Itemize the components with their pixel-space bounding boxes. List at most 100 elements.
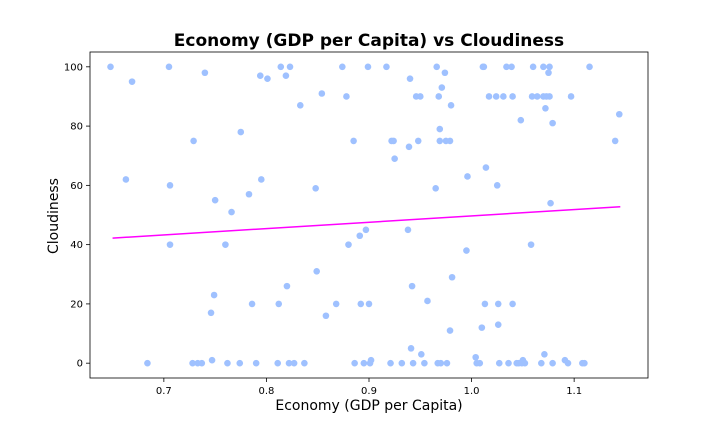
- y-tick-label: 20: [70, 299, 83, 310]
- data-point: [528, 93, 536, 100]
- data-point: [356, 232, 364, 240]
- data-point: [436, 125, 444, 133]
- x-tick-label: 1.0: [464, 386, 480, 397]
- data-point: [301, 359, 308, 367]
- data-point: [492, 93, 500, 100]
- data-point: [296, 102, 304, 109]
- data-point: [290, 359, 298, 367]
- data-point: [437, 359, 445, 367]
- data-point: [447, 102, 455, 109]
- data-point: [472, 353, 479, 361]
- data-point: [432, 185, 439, 192]
- data-point: [312, 185, 319, 192]
- data-point: [542, 105, 549, 112]
- data-point: [360, 359, 368, 367]
- data-point: [405, 143, 413, 151]
- data-point: [446, 137, 454, 145]
- x-tick-label: 0.7: [156, 386, 172, 397]
- data-point: [357, 300, 365, 308]
- data-point: [345, 241, 352, 248]
- data-point: [387, 359, 394, 367]
- data-point: [122, 176, 130, 183]
- x-axis: 0.7 0.8 0.9 1.0 1.1: [156, 378, 582, 397]
- data-point: [343, 93, 350, 100]
- data-point: [521, 359, 529, 367]
- data-point: [406, 75, 414, 82]
- regression-line: [112, 205, 621, 239]
- data-point: [275, 300, 283, 308]
- data-point: [436, 137, 444, 145]
- data-point: [283, 282, 291, 290]
- data-point: [493, 182, 501, 189]
- data-point: [545, 69, 552, 77]
- data-point: [362, 226, 370, 234]
- data-point: [517, 116, 525, 124]
- regression-layer: [112, 205, 621, 239]
- x-tick-label: 1.1: [566, 386, 582, 397]
- data-point: [409, 359, 417, 367]
- data-point: [503, 63, 510, 71]
- data-point: [339, 63, 346, 71]
- data-point: [274, 359, 282, 367]
- data-point: [128, 78, 136, 85]
- data-point: [248, 300, 256, 308]
- data-point: [189, 359, 196, 367]
- data-point: [285, 359, 293, 367]
- data-point: [435, 93, 443, 100]
- data-point: [207, 309, 215, 317]
- data-point: [367, 356, 375, 364]
- data-point: [318, 90, 326, 97]
- data-point: [166, 182, 174, 189]
- data-point: [509, 300, 516, 308]
- data-point: [144, 359, 151, 367]
- data-point: [464, 173, 471, 180]
- data-point: [500, 93, 507, 100]
- data-point: [390, 137, 397, 145]
- data-point: [391, 155, 398, 162]
- data-point: [256, 72, 264, 80]
- data-point: [494, 321, 502, 328]
- data-point: [408, 282, 416, 290]
- data-point: [201, 69, 209, 77]
- data-point: [313, 268, 320, 275]
- data-point: [190, 137, 197, 145]
- data-point: [533, 93, 541, 100]
- data-point: [237, 128, 245, 136]
- data-point: [433, 63, 441, 71]
- data-point: [482, 164, 490, 171]
- data-point: [252, 359, 260, 367]
- data-point: [441, 69, 449, 77]
- data-point: [258, 176, 265, 183]
- data-point: [208, 356, 216, 364]
- y-axis: 0 20 40 60 80 100: [64, 62, 90, 370]
- data-point: [547, 199, 554, 207]
- data-point: [364, 63, 372, 71]
- plot-area: [89, 51, 649, 379]
- data-point: [538, 359, 545, 367]
- data-point: [540, 63, 547, 71]
- data-point: [421, 359, 428, 367]
- data-point: [383, 63, 390, 71]
- data-point: [332, 300, 340, 308]
- data-point: [509, 93, 516, 100]
- data-point: [198, 359, 206, 367]
- data-point: [529, 63, 537, 71]
- data-point: [245, 190, 253, 198]
- data-point: [476, 359, 484, 367]
- data-point: [277, 63, 285, 71]
- data-point: [282, 72, 290, 80]
- data-point: [508, 63, 515, 71]
- data-point: [438, 84, 446, 91]
- data-point: [416, 93, 424, 100]
- data-point: [365, 300, 373, 308]
- data-point: [549, 359, 556, 367]
- data-point: [615, 110, 623, 118]
- y-tick-label: 100: [64, 62, 83, 73]
- data-point: [286, 63, 294, 71]
- data-point: [541, 350, 548, 358]
- data-point: [166, 241, 174, 248]
- data-point: [210, 291, 218, 299]
- data-point: [443, 359, 451, 367]
- data-point: [446, 327, 454, 334]
- x-tick-label: 0.8: [258, 386, 274, 397]
